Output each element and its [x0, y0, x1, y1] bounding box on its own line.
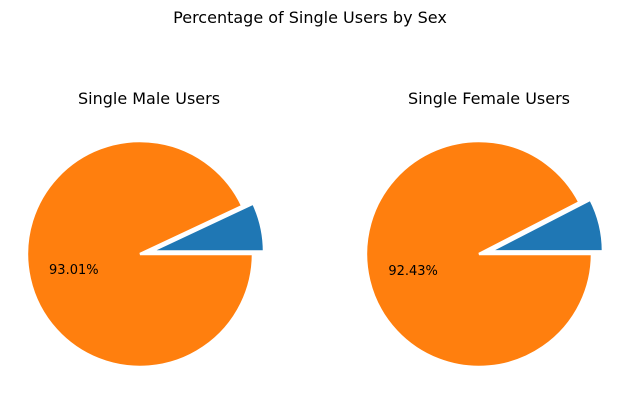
pie-labels-female: 92.43% [388, 264, 438, 279]
pie-pct-label-male: 93.01% [49, 263, 99, 278]
pie-slice-male-0 [150, 201, 266, 253]
pie-title-male: Single Male Users [78, 89, 220, 108]
pie-labels-male: 93.01% [49, 263, 99, 278]
pie-chart-male: Single Male Users 93.01% [25, 89, 266, 369]
pie-title-female: Single Female Users [408, 89, 570, 108]
pie-slice-female-0 [489, 197, 605, 253]
figure-title: Percentage of Single Users by Sex [173, 8, 447, 27]
pie-chart-female: Single Female Users 92.43% [364, 89, 605, 369]
pie-slices-male [25, 139, 266, 369]
pie-slices-female [364, 139, 605, 369]
pie-slice-female-1 [364, 139, 594, 369]
pie-slice-male-1 [25, 139, 255, 369]
pie-pct-label-female: 92.43% [388, 264, 438, 279]
